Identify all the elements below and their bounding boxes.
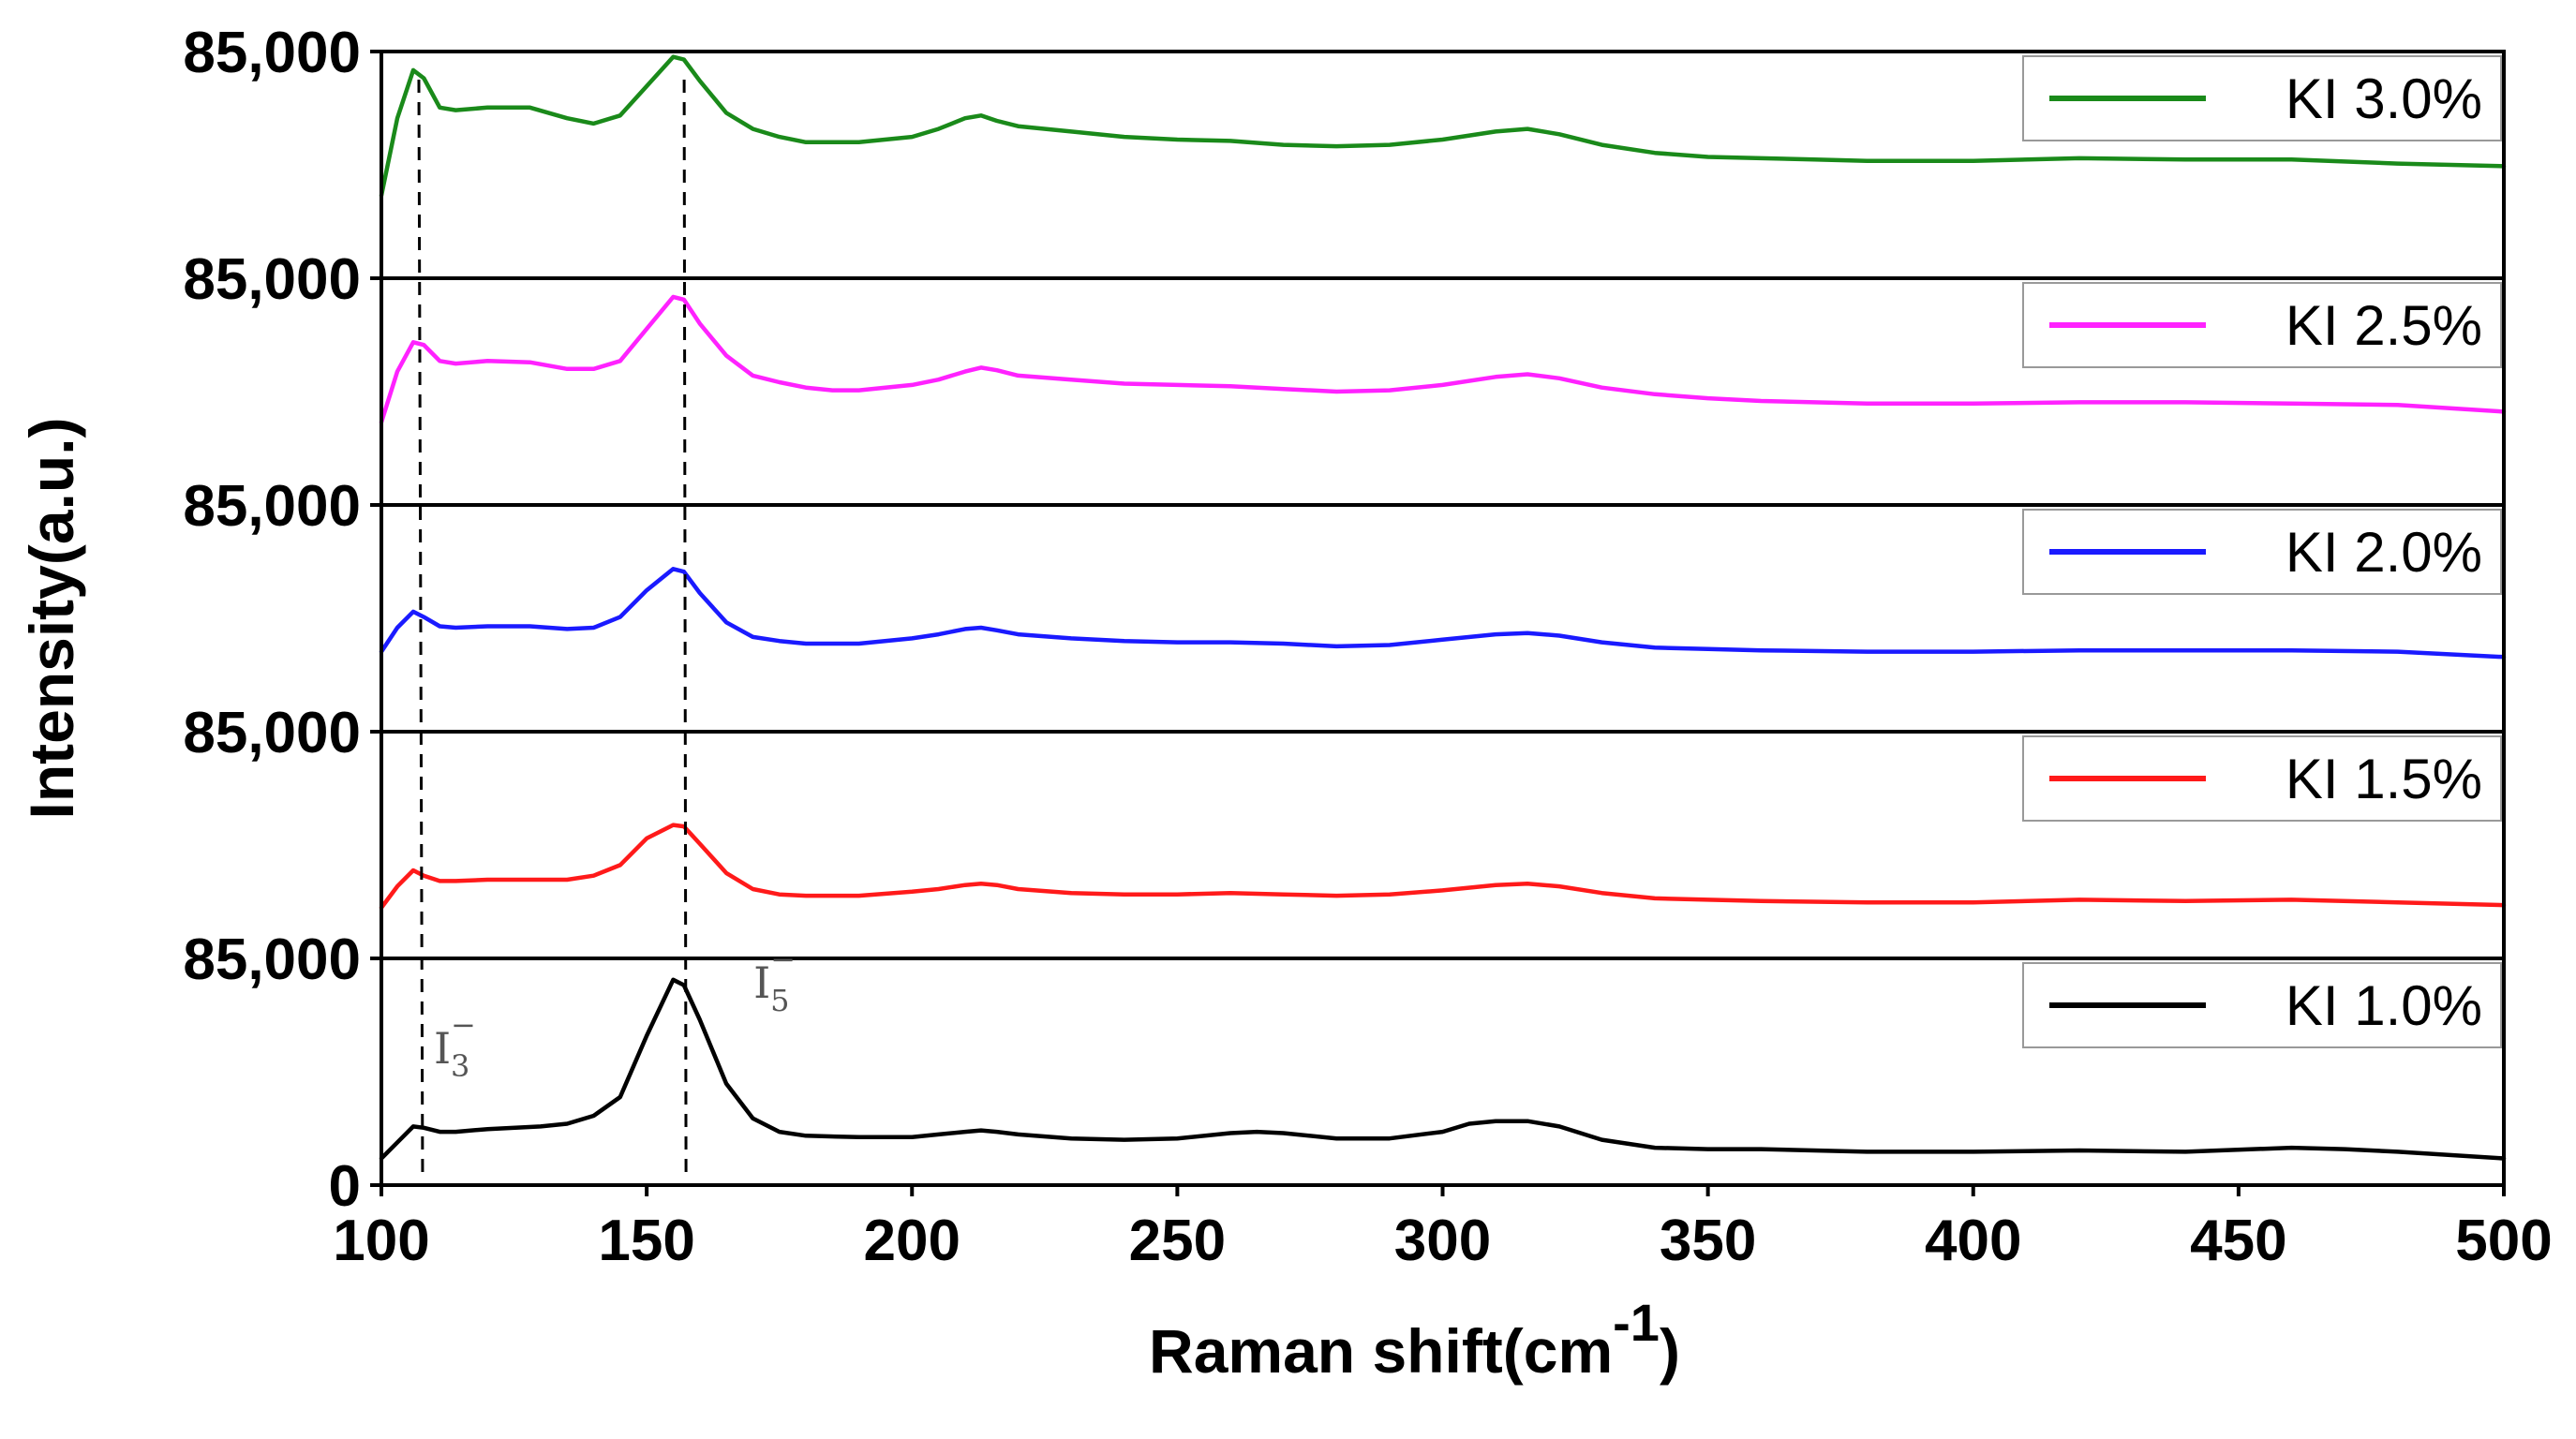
y-tick-label: 85,000: [183, 927, 361, 992]
annotation-main: I: [434, 1023, 451, 1074]
series-layer: [379, 54, 2507, 1161]
legend-label: KI 1.5%: [2286, 748, 2482, 810]
y-tick-label: 85,000: [183, 474, 361, 539]
axes-frame-layer: [370, 50, 2506, 1196]
x-tick-label: 250: [1129, 1209, 1226, 1273]
annotation-main: I: [753, 957, 770, 1008]
legend-label: KI 1.0%: [2286, 974, 2482, 1037]
y-axis-title: Intensity(a.u.): [17, 417, 86, 819]
x-tick-label: 500: [2455, 1209, 2552, 1273]
y-tick-label: 85,000: [183, 247, 361, 312]
legend-ki-2-5: KI 2.5%: [2022, 282, 2502, 368]
legend-ki-2-0: KI 2.0%: [2022, 509, 2502, 595]
legend-ki-1-5: KI 1.5%: [2022, 735, 2502, 822]
x-tick-label: 400: [1925, 1209, 2021, 1273]
x-tick-label: 150: [598, 1209, 694, 1273]
annotation-subscript: 5: [770, 983, 789, 1018]
series-line-ki-1-0: [379, 977, 2507, 1161]
legend-label: KI 2.0%: [2286, 521, 2482, 584]
labels-layer: 100 150 200 250 300 350 400 450 50085,00085,0008…: [17, 21, 2553, 1386]
annotation-i3: I 3 −: [434, 1007, 476, 1084]
annotation-superscript: −: [451, 1007, 476, 1043]
reference-line-i5: [682, 79, 688, 1182]
legend-ki-1-0: KI 1.0%: [2022, 962, 2502, 1048]
reference-lines-layer: [417, 79, 688, 1182]
legends-layer: KI 3.0% KI 2.5% KI 2.0% KI 1.5% KI 1.0%: [2022, 55, 2502, 1048]
series-line-ki-2-5: [379, 294, 2507, 424]
legend-ki-3-0: KI 3.0%: [2022, 55, 2502, 141]
reference-line-i3: [417, 79, 424, 1182]
x-tick-label: 200: [864, 1209, 960, 1273]
x-tick-label: 450: [2190, 1209, 2286, 1273]
y-tick-label: 0: [329, 1154, 361, 1219]
series-line-ki-2-0: [379, 567, 2507, 660]
y-tick-label: 85,000: [183, 21, 361, 85]
annotation-i5: I 5 −: [753, 942, 796, 1018]
legend-label: KI 3.0%: [2286, 67, 2482, 130]
series-line-ki-3-0: [379, 54, 2507, 198]
x-tick-label: 100: [333, 1209, 429, 1273]
legend-label: KI 2.5%: [2286, 294, 2482, 357]
x-tick-label: 350: [1660, 1209, 1756, 1273]
annotation-subscript: 3: [451, 1048, 469, 1084]
series-line-ki-1-5: [379, 823, 2507, 911]
y-tick-label: 85,000: [183, 701, 361, 765]
x-tick-label: 300: [1394, 1209, 1491, 1273]
x-axis-title: Raman shift(cm-1): [1149, 1293, 1680, 1386]
annotation-superscript: −: [770, 942, 796, 977]
